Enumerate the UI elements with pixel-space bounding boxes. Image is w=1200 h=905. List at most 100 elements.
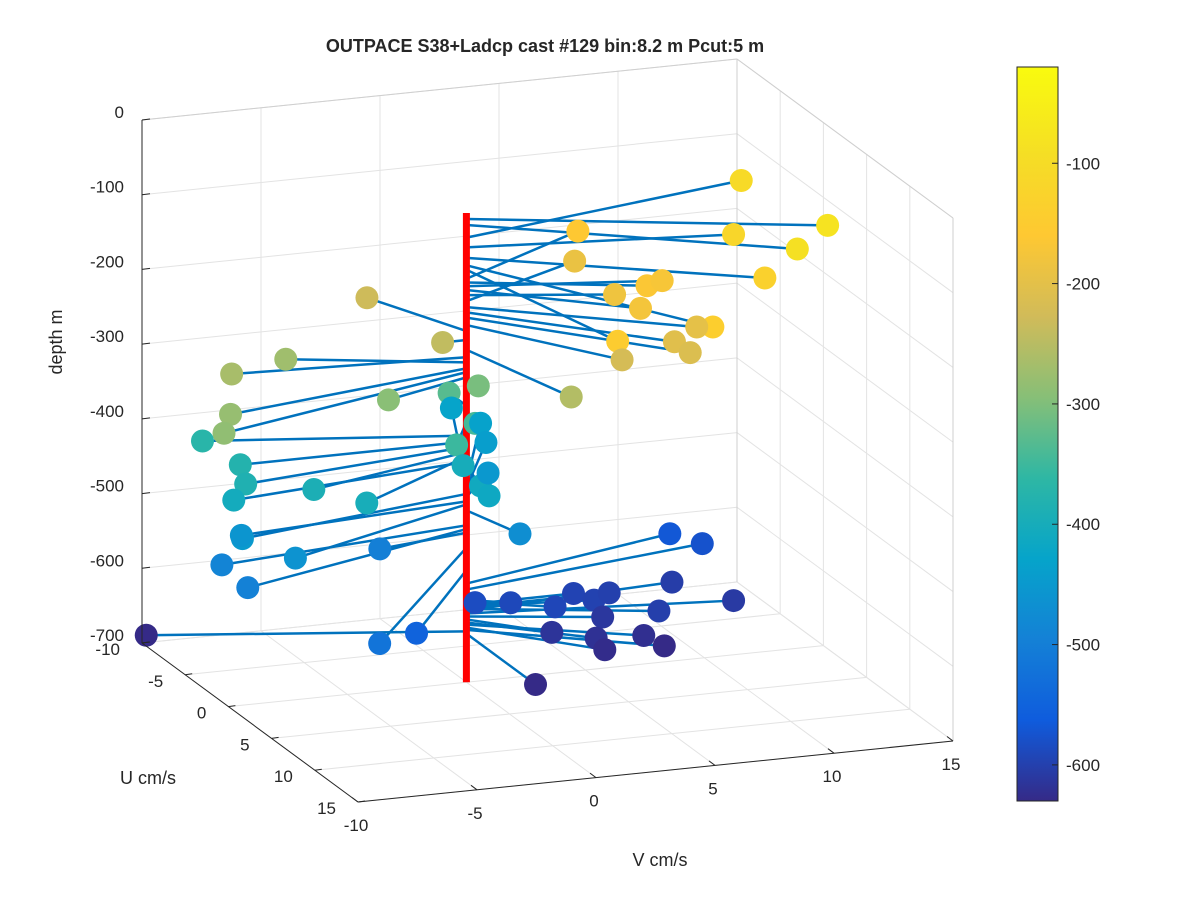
data-point — [650, 269, 674, 293]
velocity-stick — [466, 316, 691, 354]
x-tick — [946, 736, 954, 742]
y-tick — [228, 705, 236, 708]
z-tick — [141, 118, 151, 121]
y-tick-label: -10 — [95, 640, 120, 659]
data-point — [652, 634, 676, 658]
data-point — [816, 213, 840, 237]
grid-line — [379, 618, 597, 779]
z-tick-label: -100 — [90, 178, 124, 197]
data-point — [678, 341, 702, 365]
colorbar-tick-label: -100 — [1066, 154, 1100, 173]
grid-line — [141, 133, 738, 196]
grid-line — [736, 581, 954, 742]
data-point — [476, 461, 500, 485]
z-tick — [141, 492, 151, 495]
z-axis-label: depth m — [46, 309, 66, 374]
data-point — [283, 546, 307, 570]
velocity-stick — [378, 546, 468, 645]
x-tick-label: 5 — [708, 779, 717, 798]
data-point — [729, 168, 753, 192]
data-point — [190, 429, 214, 453]
data-point — [236, 576, 260, 600]
z-tick-label: -700 — [90, 626, 124, 645]
colorbar-tick-label: -400 — [1066, 515, 1100, 534]
x-tick — [589, 772, 597, 778]
velocity-stick — [379, 531, 467, 551]
z-tick-label: -600 — [90, 551, 124, 570]
y-tick — [314, 768, 322, 771]
z-tick-label: -400 — [90, 402, 124, 421]
data-point — [439, 396, 463, 420]
velocity-stick — [466, 628, 665, 648]
data-point — [722, 589, 746, 613]
data-point — [722, 222, 746, 246]
data-point — [234, 472, 258, 496]
velocity-stick — [242, 492, 467, 540]
data-point — [632, 623, 656, 647]
data-point — [274, 347, 298, 371]
z-tick — [141, 641, 151, 644]
data-point — [658, 522, 682, 546]
velocity-stick — [388, 376, 467, 402]
grid-line — [736, 208, 954, 368]
y-tick-label: 10 — [274, 767, 293, 786]
grid-line — [141, 282, 738, 345]
y-tick-label: 0 — [197, 704, 206, 723]
velocity-stick — [465, 348, 572, 399]
velocity-stick — [241, 500, 467, 537]
data-point — [701, 315, 725, 339]
velocity-stick — [466, 179, 742, 239]
colorbar-ticks: -100 -200 -300 -400 -500 -600 — [1052, 154, 1100, 775]
grid-line — [260, 630, 478, 791]
colorbar-gradient — [1016, 66, 1059, 802]
velocity-stick — [465, 632, 537, 686]
data-point — [524, 673, 548, 697]
box-edge — [141, 58, 738, 121]
x-tick — [708, 760, 716, 766]
velocity-stick — [245, 445, 467, 486]
z-tick — [141, 342, 151, 345]
data-point — [591, 605, 615, 629]
velocity-stick — [466, 293, 615, 297]
z-tick — [141, 267, 151, 270]
data-point — [222, 488, 246, 512]
y-tick — [271, 736, 279, 739]
grid-line — [736, 432, 954, 592]
y-tick — [185, 673, 193, 676]
data-point — [466, 374, 490, 398]
data-point — [368, 537, 392, 561]
data-point — [647, 599, 671, 623]
data-point — [566, 219, 590, 243]
data-point — [606, 329, 630, 353]
colorbar-tick-label: -600 — [1066, 756, 1100, 775]
data-point — [785, 237, 809, 261]
grid-line — [271, 676, 867, 739]
velocity-stick — [466, 311, 675, 343]
data-point — [690, 532, 714, 556]
data-point — [134, 623, 158, 647]
box-edge — [736, 58, 954, 219]
velocity-stick — [202, 434, 467, 443]
velocity-stick — [415, 569, 468, 634]
velocity-stick — [466, 615, 603, 619]
x-tick-label: 10 — [823, 767, 842, 786]
velocity-stick — [465, 259, 576, 303]
data-point — [302, 477, 326, 501]
velocity-stick — [466, 217, 828, 227]
data-point — [610, 348, 634, 372]
data-point — [229, 523, 253, 547]
velocity-stick — [466, 532, 671, 585]
z-tick — [141, 566, 151, 569]
data-point — [210, 553, 234, 577]
x-tick-label: -10 — [344, 816, 369, 835]
data-point — [477, 484, 501, 508]
y-tick-label: 15 — [317, 799, 336, 818]
x-tick — [470, 784, 478, 791]
data-point — [212, 421, 236, 445]
x-tick — [351, 797, 359, 803]
z-tick-label: -200 — [90, 252, 124, 271]
data-point — [629, 296, 652, 320]
velocity-stick — [466, 223, 798, 251]
